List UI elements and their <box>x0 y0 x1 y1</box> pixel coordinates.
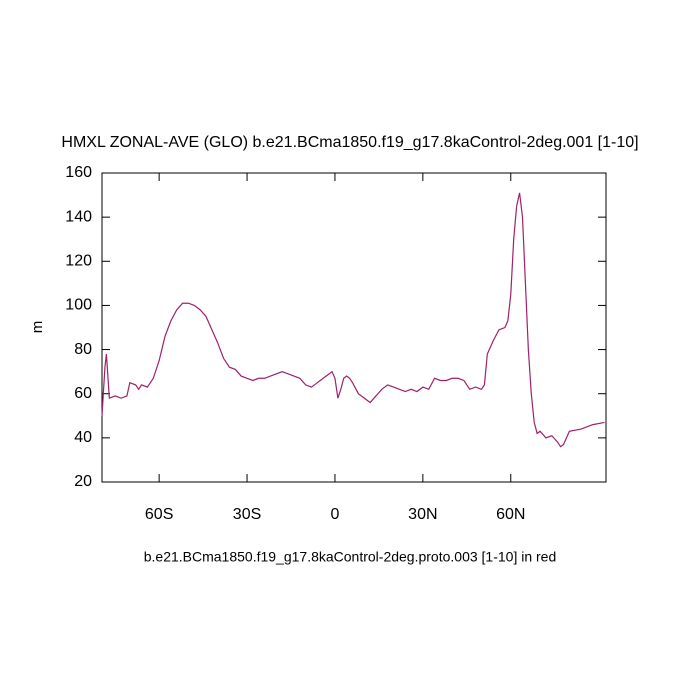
y-tick-label: 80 <box>74 341 92 358</box>
chart-title: HMXL ZONAL-AVE (GLO) b.e21.BCma1850.f19_… <box>61 134 638 151</box>
y-axis-label: m <box>29 321 46 334</box>
plot-frame <box>101 172 607 483</box>
x-tick-label: 0 <box>331 506 340 523</box>
x-tick-label: 60N <box>496 506 525 523</box>
y-tick-label: 140 <box>65 208 92 225</box>
y-tick-label: 160 <box>65 164 92 181</box>
x-tick-label: 30N <box>408 506 437 523</box>
x-tick-label: 60S <box>145 506 173 523</box>
y-tick-label: 20 <box>74 473 92 490</box>
y-tick-label: 120 <box>65 253 92 270</box>
x-tick-label: 30S <box>233 506 261 523</box>
y-tick-label: 40 <box>74 429 92 446</box>
footer-text: b.e21.BCma1850.f19_g17.8kaControl-2deg.p… <box>144 549 557 565</box>
y-tick-label: 100 <box>65 297 92 314</box>
y-tick-label: 60 <box>74 385 92 402</box>
data-line <box>101 192 605 448</box>
